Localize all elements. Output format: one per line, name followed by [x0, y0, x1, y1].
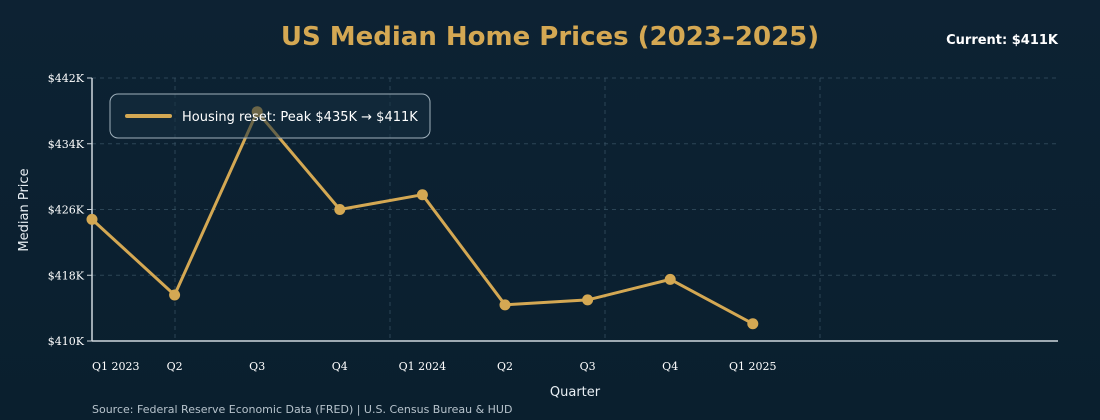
y-tick-label: $426K	[48, 204, 85, 217]
data-point	[499, 299, 511, 311]
y-tick-label: $434K	[48, 138, 85, 151]
y-tick-labels: $410K $418K $426K $434K $442K	[48, 72, 92, 348]
legend-box	[109, 93, 431, 139]
x-tick-label: Q1 2025	[729, 360, 777, 373]
x-tick-label: Q1 2024	[399, 360, 447, 373]
chart-title: US Median Home Prices (2023–2025)	[281, 22, 819, 52]
x-tick-label: Q3	[580, 360, 596, 373]
y-tick-label: $410K	[48, 335, 85, 348]
x-tick-labels: Q1 2023 Q2 Q3 Q4 Q1 2024 Q2 Q3 Q4 Q1 2025	[92, 360, 777, 373]
data-point	[334, 204, 346, 215]
x-tick-label: Q1 2023	[92, 360, 140, 373]
series	[86, 106, 759, 330]
x-tick-label: Q2	[167, 360, 183, 373]
data-point	[747, 318, 759, 330]
y-tick-label: $418K	[48, 269, 85, 282]
legend: Housing reset: Peak $435K → $411K	[109, 93, 431, 139]
data-point	[416, 189, 428, 201]
x-axis-label: Quarter	[550, 385, 601, 400]
legend-label: Housing reset: Peak $435K → $411K	[182, 110, 418, 125]
data-point	[169, 289, 181, 301]
data-point	[664, 273, 676, 285]
y-tick-label: $442K	[48, 72, 85, 85]
y-axis-label: Median Price	[17, 168, 32, 251]
x-tick-label: Q4	[332, 360, 348, 373]
data-point	[86, 213, 98, 225]
source-note: Source: Federal Reserve Economic Data (F…	[92, 403, 512, 416]
grid	[92, 77, 1058, 341]
current-value-label: Current: $411K	[946, 33, 1059, 48]
data-point	[582, 294, 594, 306]
x-tick-label: Q4	[662, 360, 678, 373]
x-tick-label: Q2	[497, 360, 513, 373]
x-tick-label: Q3	[249, 360, 265, 373]
